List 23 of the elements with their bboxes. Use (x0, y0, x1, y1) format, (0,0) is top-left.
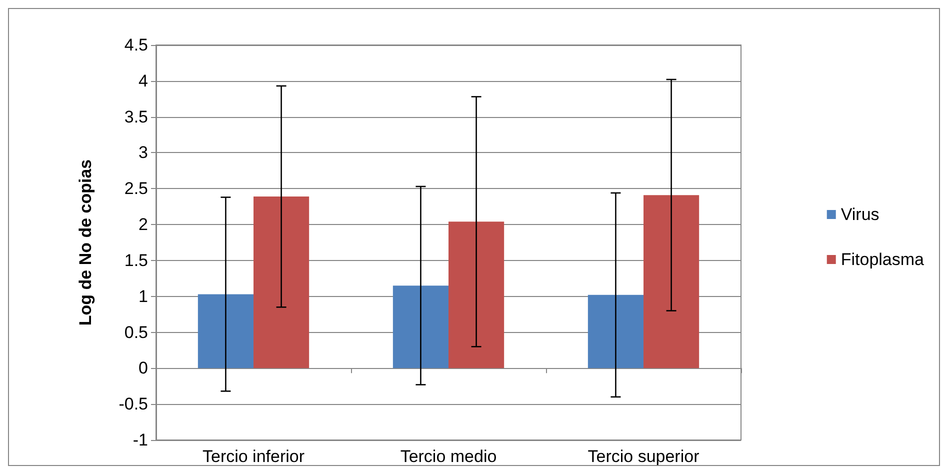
x-tick-label: Tercio inferior (202, 447, 305, 466)
y-tick-label: 1 (138, 286, 148, 306)
legend-label: Fitoplasma (840, 250, 925, 269)
bar (198, 294, 254, 368)
bar (644, 195, 700, 368)
y-tick-label: -1 (132, 430, 148, 450)
y-tick-label: 1.5 (124, 250, 148, 270)
bar (588, 294, 644, 368)
y-tick-label: 0 (138, 358, 148, 378)
y-tick-label: 2.5 (124, 179, 148, 198)
y-tick-label: -0.5 (118, 394, 148, 414)
y-tick-label: 0.5 (124, 322, 148, 342)
y-tick-label: 4.5 (124, 36, 148, 54)
y-axis-title: Log de No de copias (76, 159, 95, 326)
y-tick-label: 2 (138, 215, 148, 234)
y-tick-label: 3.5 (124, 107, 148, 126)
bar (448, 222, 504, 368)
x-tick-label: Tercio medio (400, 447, 497, 466)
y-tick-label: 4 (138, 71, 148, 90)
bar (254, 196, 310, 368)
legend-label: Virus (840, 205, 880, 224)
y-tick-label: 3 (138, 143, 148, 162)
bar (392, 286, 448, 368)
